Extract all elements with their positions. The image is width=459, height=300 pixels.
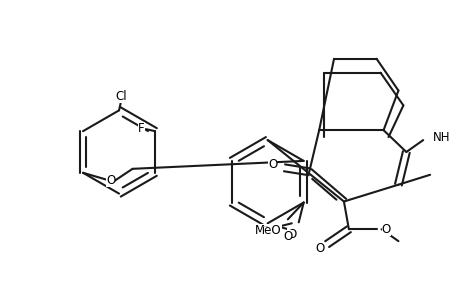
- Text: Methoxy: Methoxy: [263, 226, 269, 227]
- Text: Cl: Cl: [115, 90, 127, 103]
- Text: MeO: MeO: [255, 224, 281, 237]
- Text: NH: NH: [432, 130, 450, 144]
- Text: F: F: [138, 122, 144, 135]
- Text: O: O: [106, 174, 115, 187]
- Text: O: O: [268, 158, 277, 171]
- Text: O: O: [283, 230, 292, 243]
- Text: O: O: [286, 228, 296, 241]
- Text: O: O: [381, 223, 390, 236]
- Text: O: O: [315, 242, 324, 255]
